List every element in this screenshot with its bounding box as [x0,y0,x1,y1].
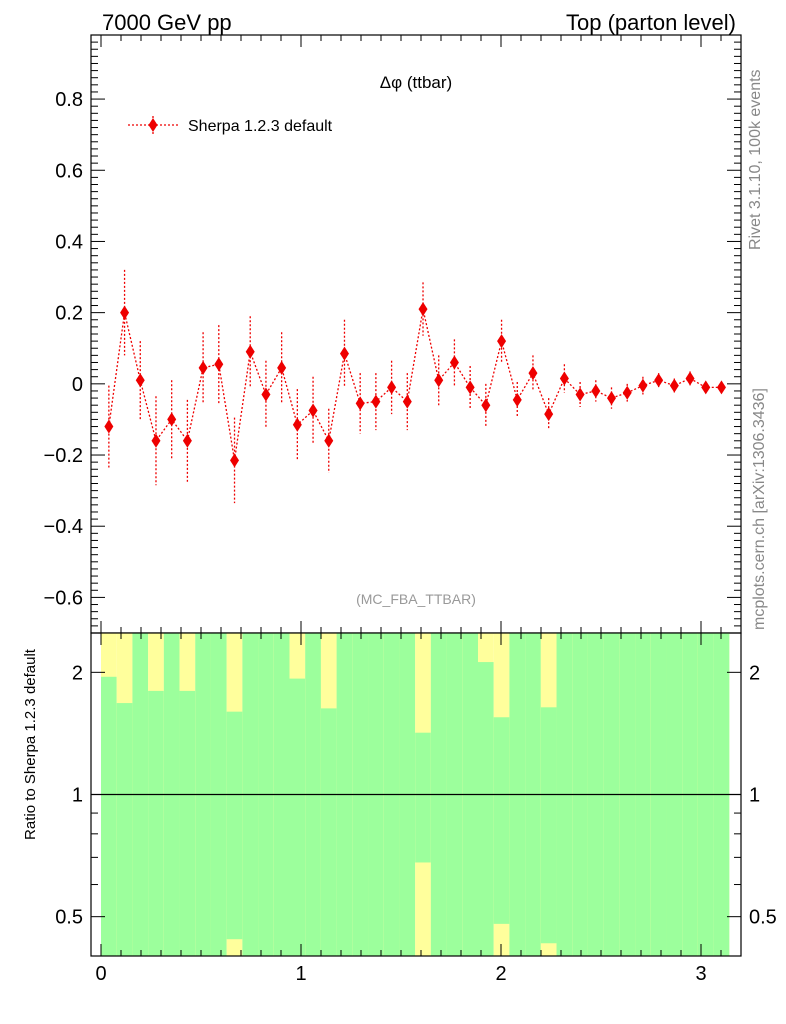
series-line [108,308,722,461]
ratio-band-inner [289,678,306,956]
main-panel: −0.6 −0.4 −0.2 0 0.2 0.4 0.6 0.8 Δφ (ttbar) (MC_F… [44,34,742,634]
data-point [465,380,475,395]
data-point [575,387,585,402]
data-point [418,302,428,317]
x-tick-label: 3 [695,963,706,985]
data-point [638,378,648,393]
ratio-band-inner [101,676,117,956]
data-point [292,417,302,432]
data-point [669,378,679,393]
data-point [120,305,130,320]
data-point [559,371,569,386]
y-tick-label: −0.2 [44,445,83,467]
data-point [104,419,114,434]
legend-marker [148,118,158,132]
y-axis-ratio: 0.5 0.5 1 1 2 2 Ratio to Sherpa 1.2.3 default [22,648,777,957]
data-point [324,433,334,448]
x-tick-label: 0 [95,963,106,985]
y-tick-label: 0.6 [55,160,83,182]
legend-label: Sherpa 1.2.3 default [188,118,333,135]
y-tick-label: −0.4 [44,516,83,538]
y-tick-label-right: 0.5 [749,907,777,929]
data-point [654,373,664,388]
chart-title: Δφ (ttbar) [380,73,452,92]
data-point [591,383,601,398]
y-tick-label-right: 1 [749,785,760,807]
data-point [512,392,522,407]
x-tick-label: 1 [295,963,306,985]
y-tick-label-right: 2 [749,662,760,684]
data-point [230,453,240,468]
data-point [308,403,318,418]
ratio-band-inner [320,708,337,956]
data-point [449,355,459,370]
ratio-band-inner [493,717,510,924]
data-point [261,387,271,402]
data-point [182,433,192,448]
side-label-bottom: mcplots.cern.ch [arXiv:1306.3436] [751,388,768,630]
ratio-y-axis-label: Ratio to Sherpa 1.2.3 default [22,648,39,840]
data-point [387,380,397,395]
ratio-band-inner [226,711,243,940]
data-point [198,360,208,375]
y-tick-label: 0.8 [55,89,83,111]
y-tick-label: 2 [72,662,83,684]
y-axis-main: −0.6 −0.4 −0.2 0 0.2 0.4 0.6 0.8 [44,41,741,627]
ratio-band-inner [415,732,431,863]
data-point [622,385,632,400]
data-point [339,346,349,361]
ratio-band-inner [116,703,133,956]
data-point [277,360,287,375]
data-point [245,344,255,359]
data-point [544,407,554,422]
data-point [716,380,726,395]
data-point [371,394,381,409]
y-tick-label: 1 [72,785,83,807]
data-point [135,373,145,388]
header-left: 7000 GeV pp [102,10,232,35]
analysis-label: (MC_FBA_TTBAR) [356,591,476,607]
data-point [151,433,161,448]
data-point [355,396,365,411]
data-point [434,373,444,388]
data-point [497,334,507,349]
x-tick-label: 2 [495,963,506,985]
side-label-top: Rivet 3.1.10, 100k events [747,69,764,250]
ratio-band-inner [540,707,557,944]
y-tick-label: 0 [72,374,83,396]
ratio-band-inner [148,690,164,956]
data-point [167,412,177,427]
header-right: Top (parton level) [566,10,736,35]
y-tick-label: −0.6 [44,587,83,609]
y-tick-label: 0.2 [55,303,83,325]
y-tick-label: 0.4 [55,231,83,253]
ratio-band-inner [179,690,196,956]
data-point [528,366,538,381]
x-axis: 0 1 2 3 [95,35,722,985]
data-point [214,357,224,372]
data-point [701,380,711,395]
data-point [402,394,412,409]
y-tick-label: 0.5 [55,907,83,929]
ratio-band-inner [478,662,494,956]
ratio-panel: 0 1 2 3 0.5 0.5 1 1 2 2 Ratio to Sherpa 1.2.3 defa… [22,35,777,985]
data-point [481,398,491,413]
data-point [607,391,616,406]
data-point [685,371,695,386]
